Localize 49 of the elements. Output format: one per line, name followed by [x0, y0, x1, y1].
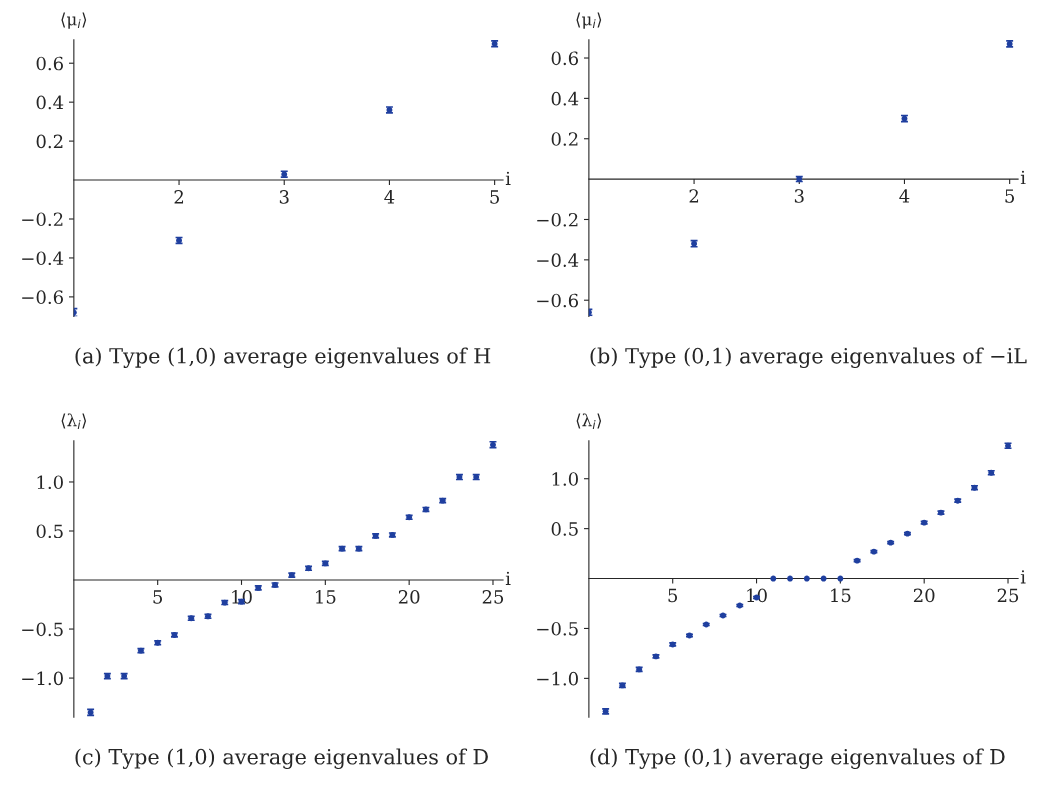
text: (b) Type (0,1) average eigenvalues of −iL	[590, 347, 1027, 368]
y-tick-label: 0.6	[551, 51, 579, 66]
y-tick-label: 0.6	[36, 56, 63, 71]
y-tick-label: 0.4	[36, 95, 64, 110]
x-axis-title: i	[505, 571, 511, 586]
x-tick-label: 20	[398, 590, 420, 604]
y-axis-title: ⟨μ$_{i}$⟩	[576, 12, 602, 29]
y-tick-label: −0.6	[537, 293, 579, 308]
y-tick-label: 0.2	[551, 132, 578, 146]
y-tick-label: −0.4	[537, 253, 579, 267]
x-axis-title: i	[1020, 170, 1026, 185]
text: (d) Type (0,1) average eigenvalues of D	[590, 748, 1005, 769]
x-tick-label: 20	[913, 588, 935, 603]
text: (a) Type (1,0) average eigenvalues of H	[75, 347, 491, 368]
x-tick-label: 4	[899, 189, 910, 203]
x-tick-label: 4	[384, 190, 395, 204]
x-tick-label: 25	[482, 590, 504, 604]
x-tick-label: 3	[794, 189, 804, 203]
x-axis-title: i	[1020, 570, 1026, 584]
x-tick-label: 2	[689, 189, 699, 203]
y-tick-label: −0.6	[22, 290, 63, 304]
y-axis-title: ⟨λ$_{i}$⟩	[576, 413, 602, 429]
y-tick-label: 1.0	[552, 472, 578, 486]
x-tick-label: 25	[997, 588, 1019, 603]
x-tick-label: 5	[668, 588, 678, 603]
x-tick-label: 5	[153, 590, 163, 604]
y-tick-label: −0.5	[537, 621, 578, 636]
y-tick-label: −1.0	[537, 671, 578, 686]
y-tick-label: −1.0	[22, 671, 63, 686]
x-tick-label: 2	[174, 190, 184, 204]
y-tick-label: −0.5	[22, 622, 63, 637]
y-tick-label: 0.5	[551, 522, 578, 536]
x-tick-label: 3	[279, 190, 289, 204]
y-axis-title: ⟨λ$_{i}$⟩	[61, 413, 87, 429]
x-axis-title: i	[505, 171, 511, 186]
text: (c) Type (1,0) average eigenvalues of D	[75, 748, 488, 769]
y-tick-label: 0.2	[36, 134, 63, 149]
y-tick-label: 0.4	[551, 91, 579, 106]
x-tick-label: 10	[232, 590, 252, 604]
y-tick-label: 0.5	[36, 524, 63, 539]
y-tick-label: 1.0	[37, 475, 63, 490]
y-tick-label: −0.2	[537, 212, 578, 227]
x-tick-label: 15	[831, 588, 851, 603]
y-tick-label: −0.2	[22, 212, 63, 227]
x-tick-label: 5	[490, 190, 499, 204]
x-tick-label: 15	[316, 590, 336, 604]
y-axis-title: ⟨μ$_{i}$⟩	[61, 12, 87, 29]
x-tick-label: 5	[1005, 189, 1015, 203]
y-tick-label: −0.4	[22, 251, 64, 266]
